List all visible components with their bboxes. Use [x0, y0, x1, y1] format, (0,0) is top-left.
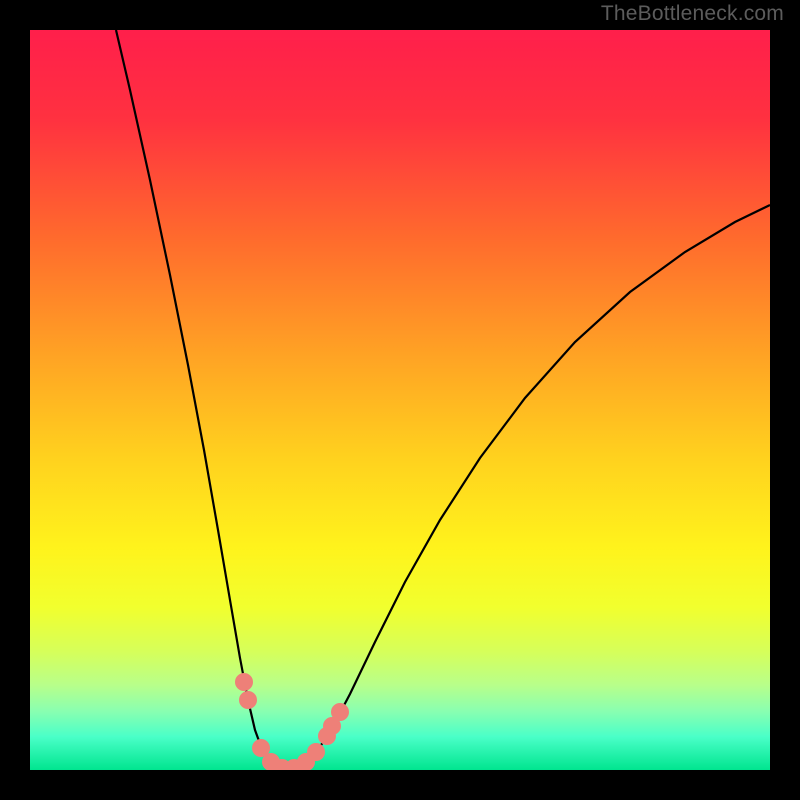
- marker-dot: [308, 744, 325, 761]
- marker-dot: [240, 692, 257, 709]
- chart-frame: TheBottleneck.com: [0, 0, 800, 800]
- marker-dot: [236, 674, 253, 691]
- marker-dot: [253, 740, 270, 757]
- chart-svg: [0, 0, 800, 800]
- marker-dot: [332, 704, 349, 721]
